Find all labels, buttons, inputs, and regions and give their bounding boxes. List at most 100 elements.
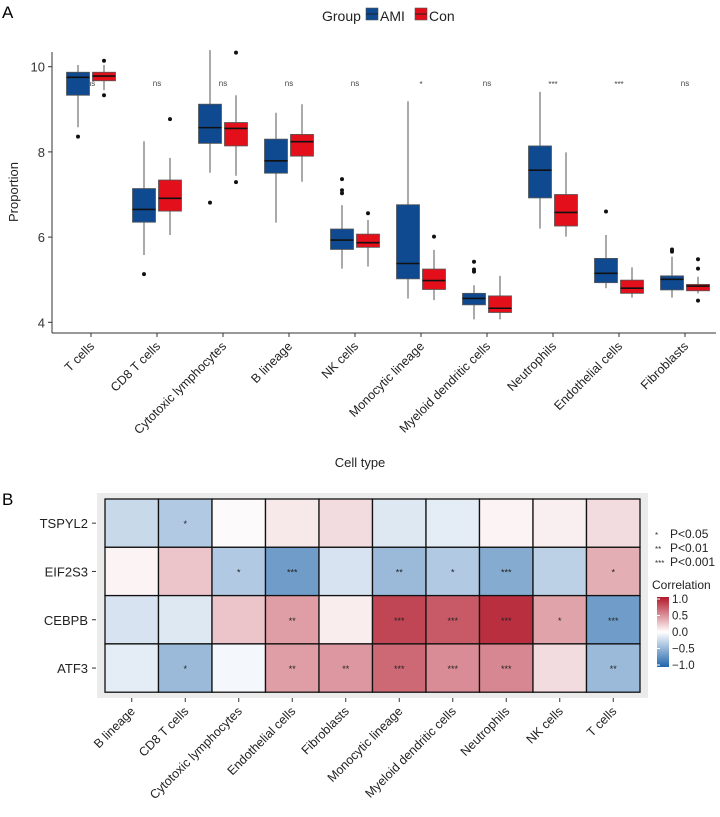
outlier-point (102, 58, 106, 63)
outlier-point (696, 266, 700, 271)
y-axis-title: Proportion (6, 162, 21, 222)
heatmap-cell (425, 643, 481, 693)
heatmap-cell (157, 546, 213, 597)
cell-significance: ** (289, 616, 297, 626)
heatmap-cell (318, 594, 374, 645)
sig-legend-symbol: * (655, 531, 658, 540)
heatmap-cell (585, 498, 641, 548)
outlier-point (234, 180, 238, 185)
outlier-point (234, 50, 238, 55)
outlier-point (142, 272, 146, 277)
box-ami (198, 50, 222, 205)
row-label: ATF3 (57, 661, 88, 676)
colorbar-tick-label: 0.0 (672, 627, 688, 639)
box-con (554, 152, 578, 237)
cell-significance: *** (501, 664, 512, 674)
cell-significance: *** (608, 616, 619, 626)
x-tick-label: CD8 T cells (108, 339, 163, 394)
significance-label: ns (87, 79, 95, 88)
heatmap-cell (371, 498, 427, 548)
heatmap-cell (318, 498, 374, 548)
outlier-point (168, 117, 172, 122)
heatmap-cell (585, 594, 641, 645)
sig-legend-symbol: *** (655, 559, 664, 568)
outlier-point (696, 257, 700, 262)
box-ami (264, 112, 288, 223)
box-con (422, 234, 446, 301)
y-tick-label: 4 (38, 315, 45, 330)
sig-legend-label: P<0.01 (670, 541, 709, 555)
box-con (686, 257, 710, 303)
box-con (620, 267, 644, 298)
cell-significance: *** (501, 616, 512, 626)
cell-significance: * (558, 616, 562, 626)
outlier-point (208, 200, 212, 205)
box-con (356, 211, 380, 267)
box-ami (594, 209, 618, 289)
outlier-point (340, 177, 344, 182)
heatmap-cell (211, 594, 267, 645)
box-body (594, 257, 618, 284)
box-ami (132, 141, 156, 277)
x-axis-title: Cell type (335, 455, 386, 470)
heatmap-cell (532, 546, 588, 597)
column-label: B lineage (91, 704, 138, 751)
colorbar-title: Correlation (652, 578, 711, 592)
significance-label: ns (285, 79, 293, 88)
x-tick-label: Neutrophils (505, 339, 560, 394)
box-con (488, 275, 512, 320)
heatmap-cell (157, 498, 213, 548)
heatmap-cell (157, 594, 213, 645)
cell-significance: ** (342, 664, 350, 674)
colorbar-tick-label: −0.5 (672, 644, 695, 656)
box-ami (66, 64, 90, 139)
legend: Group AMI Con (322, 7, 455, 24)
box-body (554, 194, 578, 227)
heatmap-cell (104, 546, 160, 597)
box-ami (660, 247, 684, 298)
heatmap-cell (532, 498, 588, 548)
panel-label-a: A (2, 3, 14, 22)
cell-significance: *** (447, 664, 458, 674)
column-label: NK cells (524, 704, 566, 746)
y-tick-label: 10 (31, 60, 45, 75)
box-body (132, 188, 156, 223)
heatmap-cell (157, 643, 213, 693)
column-label: Neutrophils (458, 704, 513, 759)
column-label: Cytotoxic lymphocytes (147, 704, 245, 802)
box-body (356, 233, 380, 248)
box-body (528, 145, 552, 199)
box-body (198, 103, 222, 144)
outlier-point (472, 259, 476, 264)
significance-label: *** (548, 80, 557, 89)
box-con (158, 117, 182, 235)
significance-label: ns (681, 79, 689, 88)
box-body (66, 71, 90, 96)
box-body (158, 179, 182, 212)
heatmap-cell (264, 498, 320, 548)
box-ami (528, 91, 552, 229)
column-label: Myeloid dendritic cells (363, 704, 459, 800)
heatmap-cell (318, 643, 374, 693)
cell-significance: * (611, 567, 615, 577)
outlier-point (670, 249, 674, 254)
box-body (330, 228, 354, 250)
sig-legend-label: P<0.001 (670, 555, 715, 569)
significance-label: ns (153, 79, 161, 88)
box-con (290, 104, 314, 182)
cell-significance: *** (394, 616, 405, 626)
outlier-point (472, 269, 476, 274)
box-ami (396, 101, 420, 299)
colorbar-tick-label: −1.0 (672, 660, 695, 672)
row-label: TSPYL2 (40, 516, 88, 531)
cell-significance: ** (610, 664, 618, 674)
row-label: EIF2S3 (45, 564, 88, 579)
heatmap-cell (371, 643, 427, 693)
box-body (488, 295, 512, 313)
x-tick-label: Endothelial cells (551, 339, 625, 413)
cell-significance: * (451, 567, 455, 577)
colorbar-tick-label: 1.0 (672, 594, 688, 606)
outlier-point (366, 211, 370, 216)
box-ami (330, 177, 354, 269)
